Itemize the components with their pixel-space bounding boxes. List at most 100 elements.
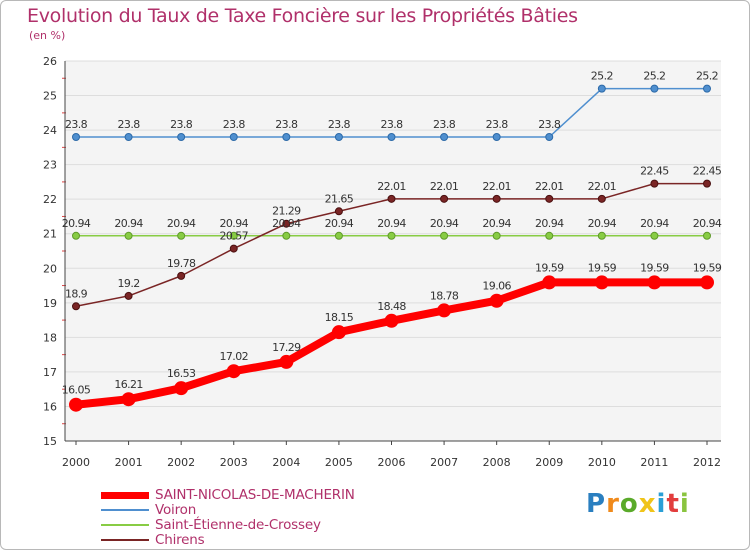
data-label-voiron-2011: 25.2	[643, 70, 665, 83]
data-label-saint-etienne-2010: 20.94	[588, 217, 617, 230]
legend-label-voiron: Voiron	[155, 502, 197, 518]
data-point-saint-nicolas-2004	[279, 354, 294, 369]
legend-label-saint-nicolas: SAINT-NICOLAS-DE-MACHERIN	[155, 487, 355, 503]
data-point-voiron-2003	[229, 133, 238, 141]
data-label-saint-etienne-2007: 20.94	[430, 217, 459, 230]
legend-item-chirens: Chirens	[101, 532, 205, 548]
data-label-saint-nicolas-2004: 17.29	[272, 341, 301, 354]
data-point-saint-nicolas-2012	[700, 275, 714, 290]
data-label-chirens-2000: 18.9	[65, 287, 88, 300]
data-point-voiron-2000	[72, 133, 80, 141]
data-point-voiron-2007	[440, 133, 449, 141]
legend-item-voiron: Voiron	[101, 502, 196, 518]
data-label-voiron-2007: 23.8	[433, 118, 456, 131]
data-label-saint-nicolas-2011: 19.59	[640, 261, 669, 274]
data-point-saint-etienne-2006	[387, 231, 396, 240]
data-point-chirens-2012	[703, 179, 711, 188]
data-point-chirens-2011	[650, 179, 659, 188]
data-point-chirens-2000	[72, 302, 80, 311]
data-label-chirens-2012: 22.45	[693, 165, 722, 178]
y-tick-label-24: 24	[43, 124, 57, 137]
x-tick-label-2000: 2000	[62, 456, 90, 469]
data-label-chirens-2003: 20.57	[220, 230, 249, 243]
data-label-chirens-2007: 22.01	[430, 180, 459, 193]
data-point-saint-etienne-2007	[440, 231, 449, 240]
x-tick-label-2005: 2005	[325, 456, 353, 469]
data-label-saint-etienne-2008: 20.94	[482, 217, 511, 230]
data-label-saint-nicolas-2007: 18.78	[430, 289, 459, 302]
data-point-saint-nicolas-2006	[384, 313, 399, 328]
data-label-voiron-2006: 23.8	[380, 118, 403, 131]
data-point-chirens-2010	[597, 194, 606, 203]
data-point-saint-nicolas-2010	[594, 275, 609, 290]
data-label-chirens-2002: 19.78	[167, 257, 196, 270]
legend-swatch-chirens	[101, 539, 149, 541]
legend-label-saint-etienne: Saint-Étienne-de-Crossey	[155, 517, 321, 533]
y-tick-label-25: 25	[43, 90, 57, 103]
data-label-voiron-2010: 25.2	[591, 70, 613, 83]
logo-letter: P	[586, 489, 607, 519]
data-point-chirens-2002	[177, 271, 186, 280]
data-label-saint-nicolas-2006: 18.48	[377, 300, 406, 313]
data-point-saint-nicolas-2007	[437, 303, 452, 318]
data-point-saint-nicolas-2009	[542, 275, 557, 290]
x-tick-label-2007: 2007	[430, 456, 458, 469]
data-point-voiron-2012	[703, 84, 711, 93]
data-label-saint-etienne-2000: 20.94	[62, 217, 91, 230]
data-point-saint-etienne-2012	[703, 231, 711, 240]
data-label-voiron-2004: 23.8	[275, 118, 298, 131]
data-label-saint-nicolas-2002: 16.53	[167, 367, 196, 380]
data-point-saint-etienne-2005	[334, 231, 343, 240]
chart-title: Evolution du Taux de Taxe Foncière sur l…	[27, 5, 578, 27]
data-point-voiron-2010	[597, 84, 606, 93]
data-point-saint-nicolas-2002	[174, 381, 189, 396]
data-point-chirens-2004	[282, 219, 291, 228]
data-point-saint-etienne-2004	[282, 231, 291, 240]
y-tick-label-19: 19	[43, 297, 57, 310]
data-label-saint-etienne-2003: 20.94	[220, 217, 249, 230]
plot-area	[65, 61, 721, 441]
data-label-saint-etienne-2001: 20.94	[114, 217, 143, 230]
data-point-voiron-2005	[334, 133, 343, 141]
legend-swatch-voiron	[101, 509, 149, 511]
logo-letter: o	[619, 489, 639, 519]
data-label-chirens-2011: 22.45	[640, 165, 669, 178]
x-tick-label-2001: 2001	[115, 456, 143, 469]
data-point-saint-nicolas-2008	[489, 293, 504, 308]
data-point-saint-etienne-2008	[492, 231, 501, 240]
data-label-saint-etienne-2012: 20.94	[693, 217, 722, 230]
data-point-saint-etienne-2010	[597, 231, 606, 240]
data-point-saint-nicolas-2001	[121, 392, 136, 407]
x-tick-label-2006: 2006	[378, 456, 406, 469]
data-point-voiron-2004	[282, 133, 291, 141]
data-point-voiron-2002	[177, 133, 186, 141]
data-point-chirens-2006	[387, 194, 396, 203]
y-tick-label-23: 23	[43, 159, 57, 172]
data-point-saint-etienne-2003	[229, 231, 238, 240]
data-label-chirens-2006: 22.01	[377, 180, 406, 193]
data-label-saint-nicolas-2003: 17.02	[220, 350, 249, 363]
y-tick-label-18: 18	[43, 331, 57, 344]
data-label-voiron-2003: 23.8	[223, 118, 246, 131]
logo-letter: i	[679, 489, 690, 519]
data-label-saint-etienne-2006: 20.94	[377, 217, 406, 230]
y-tick-label-15: 15	[43, 435, 57, 448]
data-point-saint-nicolas-2000	[69, 397, 83, 412]
data-point-chirens-2009	[545, 194, 554, 203]
data-label-saint-etienne-2009: 20.94	[535, 217, 564, 230]
data-point-voiron-2008	[492, 133, 501, 141]
y-tick-label-26: 26	[43, 55, 57, 68]
data-label-chirens-2004: 21.29	[272, 205, 301, 218]
data-label-saint-etienne-2002: 20.94	[167, 217, 196, 230]
x-tick-label-2008: 2008	[483, 456, 511, 469]
data-label-chirens-2009: 22.01	[535, 180, 564, 193]
data-label-voiron-2012: 25.2	[696, 70, 718, 83]
data-label-voiron-2000: 23.8	[65, 118, 88, 131]
data-point-saint-nicolas-2005	[331, 325, 346, 340]
proxiti-logo: Proxiti	[586, 489, 690, 519]
data-point-chirens-2008	[492, 194, 501, 203]
logo-letter: x	[638, 489, 657, 519]
data-label-chirens-2001: 19.2	[118, 277, 140, 290]
